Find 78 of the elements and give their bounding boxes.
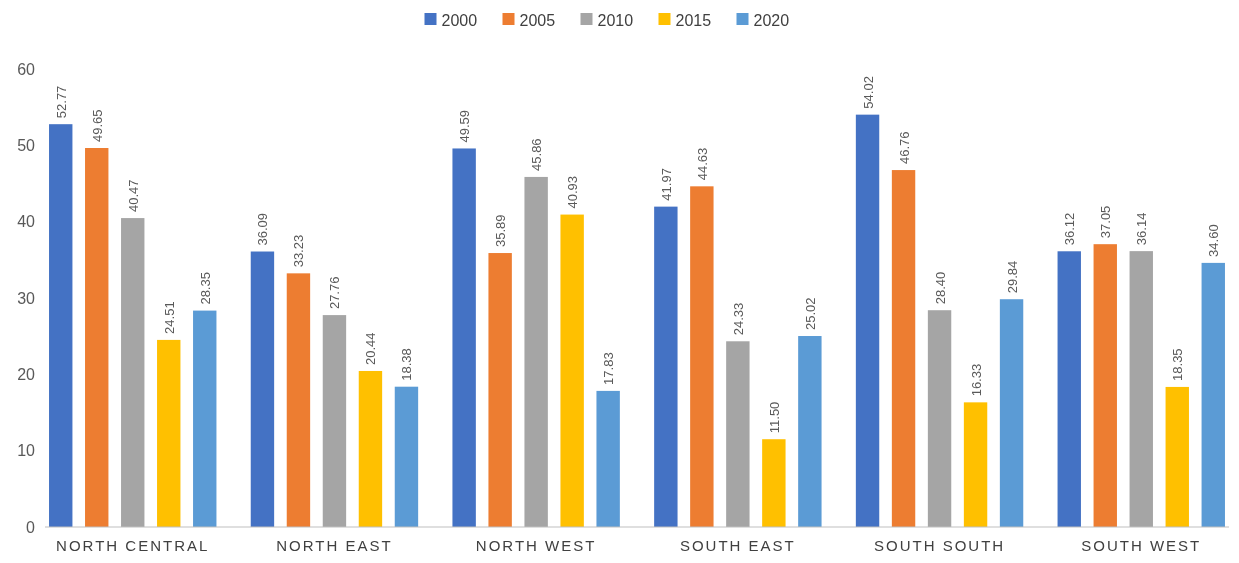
bar: [927, 310, 952, 527]
data-label: 16.33: [968, 363, 984, 397]
data-label: 54.02: [860, 76, 876, 109]
data-label: 45.86: [529, 138, 545, 171]
bar: [1093, 244, 1117, 527]
bar: [452, 148, 476, 527]
x-tick-label: NORTH EAST: [276, 537, 393, 554]
data-label: 28.40: [932, 271, 948, 305]
data-label: 27.76: [327, 276, 343, 310]
legend-label: 2005: [519, 11, 556, 29]
data-label: 24.33: [730, 302, 746, 336]
data-label: 49.59: [457, 109, 473, 143]
bar: [1201, 262, 1225, 527]
bar: [1129, 251, 1153, 527]
legend-label: 2000: [441, 11, 478, 29]
bar: [250, 251, 275, 527]
bar: [157, 339, 181, 527]
bar: [358, 370, 383, 527]
data-label: 44.63: [694, 147, 710, 181]
data-label: 36.12: [1062, 212, 1078, 246]
bar: [488, 253, 512, 527]
bar: [121, 218, 145, 527]
bar: [726, 341, 750, 527]
bar: [286, 273, 311, 527]
y-tick-label: 0: [26, 518, 36, 536]
data-label: 46.76: [896, 131, 912, 165]
bar: [891, 170, 916, 527]
data-label: 37.05: [1098, 205, 1114, 239]
bar: [322, 315, 347, 527]
y-tick-label: 50: [17, 136, 36, 154]
bar: [963, 402, 988, 527]
bar: [1057, 251, 1081, 527]
data-label: 36.09: [255, 212, 271, 246]
bar: [798, 336, 822, 527]
bar: [524, 176, 548, 527]
data-label: 28.35: [197, 272, 213, 305]
y-tick-label: 30: [17, 289, 36, 307]
y-tick-label: 20: [17, 365, 36, 383]
data-label: 49.65: [89, 109, 105, 143]
x-tick-label: SOUTH EAST: [679, 537, 796, 554]
legend-label: 2020: [753, 11, 790, 29]
x-tick-label: NORTH CENTRAL: [56, 537, 210, 554]
legend-label: 2010: [597, 11, 634, 29]
bar: [855, 114, 880, 527]
x-tick-label: SOUTH SOUTH: [873, 537, 1006, 554]
data-label: 17.83: [601, 352, 617, 385]
data-label: 20.44: [363, 332, 379, 365]
bar: [85, 148, 109, 527]
bar: [654, 206, 678, 527]
data-label: 52.77: [53, 85, 69, 119]
bar: [690, 186, 714, 527]
data-label: 29.84: [1004, 260, 1020, 294]
data-label: 18.35: [1170, 348, 1186, 381]
data-label: 40.47: [125, 179, 141, 213]
data-label: 36.14: [1134, 212, 1150, 246]
bar: [394, 386, 419, 527]
x-tick-label: NORTH WEST: [475, 537, 597, 554]
y-tick-label: 60: [17, 60, 36, 78]
data-label: 25.02: [802, 297, 818, 331]
data-label: 24.51: [161, 301, 177, 334]
bar: [596, 390, 620, 527]
data-label: 34.60: [1206, 224, 1222, 257]
x-tick-label: SOUTH WEST: [1081, 537, 1202, 554]
data-label: 33.23: [291, 234, 307, 268]
bar: [999, 299, 1024, 527]
bar: [49, 124, 73, 527]
legend-label: 2015: [675, 11, 712, 29]
data-label: 35.89: [493, 214, 509, 248]
data-label: 18.38: [399, 348, 415, 381]
bar: [560, 214, 584, 527]
data-label: 40.93: [565, 176, 581, 209]
bar: [1165, 386, 1189, 527]
data-label: 41.97: [658, 168, 674, 201]
bar: [193, 310, 217, 527]
bar: [762, 439, 786, 527]
data-label: 11.50: [766, 401, 782, 434]
y-tick-label: 40: [17, 213, 36, 231]
y-tick-label: 10: [17, 442, 36, 460]
